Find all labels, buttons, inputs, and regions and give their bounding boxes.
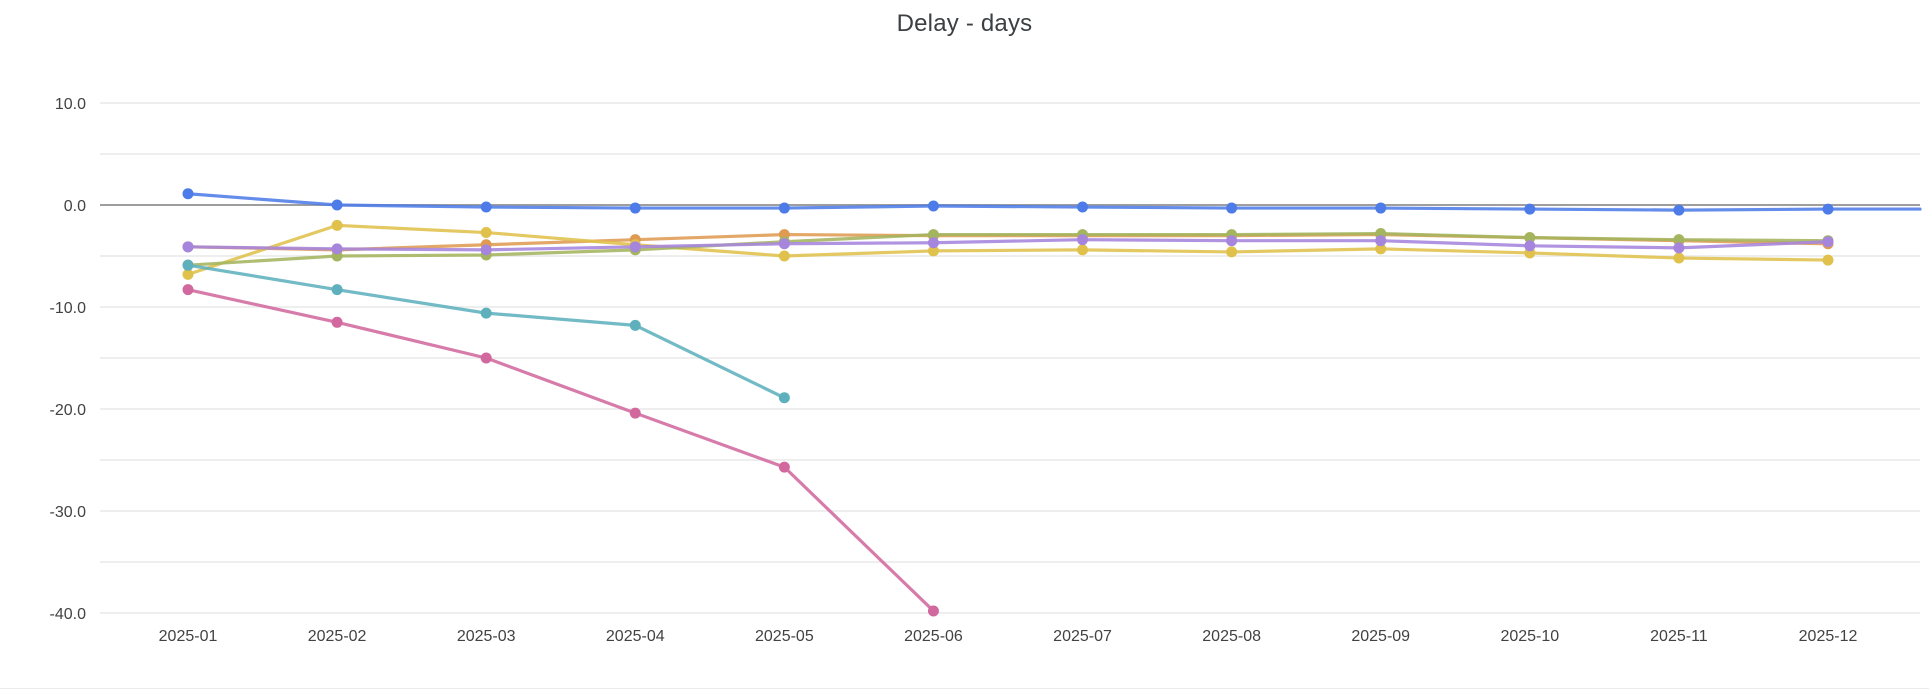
series-pink-point[interactable] xyxy=(778,461,790,473)
series-yellow-point[interactable] xyxy=(182,268,194,280)
series-green-point[interactable] xyxy=(1524,232,1536,244)
series-teal-point[interactable] xyxy=(778,392,790,404)
x-axis-tick-label: 2025-08 xyxy=(1202,628,1261,645)
series-blue-point[interactable] xyxy=(629,202,641,214)
series-pink-point[interactable] xyxy=(927,605,939,617)
series-purple-point[interactable] xyxy=(778,238,790,250)
series-blue-point[interactable] xyxy=(778,202,790,214)
y-axis-tick-label: -40.0 xyxy=(50,606,87,623)
x-axis-tick-label: 2025-07 xyxy=(1053,628,1112,645)
series-purple-point[interactable] xyxy=(1673,242,1685,254)
chart-title: Delay - days xyxy=(896,10,1033,37)
series-blue-point[interactable] xyxy=(1822,203,1834,215)
x-axis-tick-label: 2025-03 xyxy=(457,628,516,645)
x-axis-tick-label: 2025-05 xyxy=(755,628,814,645)
series-green-line[interactable] xyxy=(186,231,1830,267)
series-blue-point[interactable] xyxy=(1375,202,1387,214)
series-blue-point[interactable] xyxy=(1524,203,1536,215)
series-yellow-point[interactable] xyxy=(1375,243,1387,255)
series-purple-line[interactable] xyxy=(186,238,1830,252)
series-pink-point[interactable] xyxy=(182,284,194,296)
series-blue-point[interactable] xyxy=(1673,204,1685,216)
series-yellow-point[interactable] xyxy=(331,219,343,231)
series-teal-point[interactable] xyxy=(331,284,343,296)
series-yellow-line[interactable] xyxy=(186,223,1830,276)
series-purple-point[interactable] xyxy=(480,244,492,256)
y-axis-tick-label: -30.0 xyxy=(50,504,87,521)
x-axis-tick-label: 2025-12 xyxy=(1799,628,1858,645)
series-blue-point[interactable] xyxy=(331,199,343,211)
x-axis-tick-label: 2025-01 xyxy=(159,628,218,645)
series-purple-point[interactable] xyxy=(182,241,194,253)
series-blue-point[interactable] xyxy=(182,188,194,200)
series-teal-point[interactable] xyxy=(182,259,194,271)
bottom-divider xyxy=(0,688,1929,689)
series-yellow-point[interactable] xyxy=(1822,254,1834,266)
series-purple-point[interactable] xyxy=(927,237,939,249)
series-purple-point[interactable] xyxy=(1375,235,1387,247)
series-blue-point[interactable] xyxy=(480,201,492,213)
x-axis-tick-label: 2025-02 xyxy=(308,628,367,645)
series-yellow-point[interactable] xyxy=(1673,252,1685,264)
series-pink-point[interactable] xyxy=(331,316,343,328)
series-purple-point[interactable] xyxy=(629,241,641,253)
series-yellow-point[interactable] xyxy=(778,250,790,262)
series-purple-point[interactable] xyxy=(1226,235,1238,247)
series-purple-point[interactable] xyxy=(1822,236,1834,248)
series-pink-point[interactable] xyxy=(480,352,492,364)
series-yellow-point[interactable] xyxy=(1077,244,1089,256)
x-axis-tick-label: 2025-11 xyxy=(1650,628,1708,645)
x-axis-tick-label: 2025-06 xyxy=(904,628,963,645)
series-green-point[interactable] xyxy=(927,229,939,241)
series-blue-line[interactable] xyxy=(186,192,1922,212)
x-axis-tick-label: 2025-09 xyxy=(1351,628,1410,645)
y-axis-tick-label: -20.0 xyxy=(50,402,87,419)
series-pink-point[interactable] xyxy=(629,407,641,419)
series-pink-line[interactable] xyxy=(186,288,936,613)
x-axis-tick-label: 2025-04 xyxy=(606,628,665,645)
y-axis-tick-label: 10.0 xyxy=(55,96,86,113)
series-blue-point[interactable] xyxy=(1077,201,1089,213)
series-green-point[interactable] xyxy=(1673,234,1685,246)
series-purple-point[interactable] xyxy=(1077,234,1089,246)
y-axis-tick-label: 0.0 xyxy=(64,198,86,215)
series-yellow-point[interactable] xyxy=(480,227,492,239)
series-teal-point[interactable] xyxy=(629,319,641,331)
series-yellow-point[interactable] xyxy=(1226,246,1238,258)
series-teal-line[interactable] xyxy=(186,263,786,400)
series-purple-point[interactable] xyxy=(1524,240,1536,252)
series-teal-point[interactable] xyxy=(480,307,492,319)
series-purple-point[interactable] xyxy=(331,243,343,255)
y-axis-tick-label: -10.0 xyxy=(50,300,87,317)
series-blue-point[interactable] xyxy=(1226,202,1238,214)
x-axis-tick-label: 2025-10 xyxy=(1500,628,1559,645)
series-blue-point[interactable] xyxy=(927,200,939,212)
series-yellow-point[interactable] xyxy=(927,245,939,257)
